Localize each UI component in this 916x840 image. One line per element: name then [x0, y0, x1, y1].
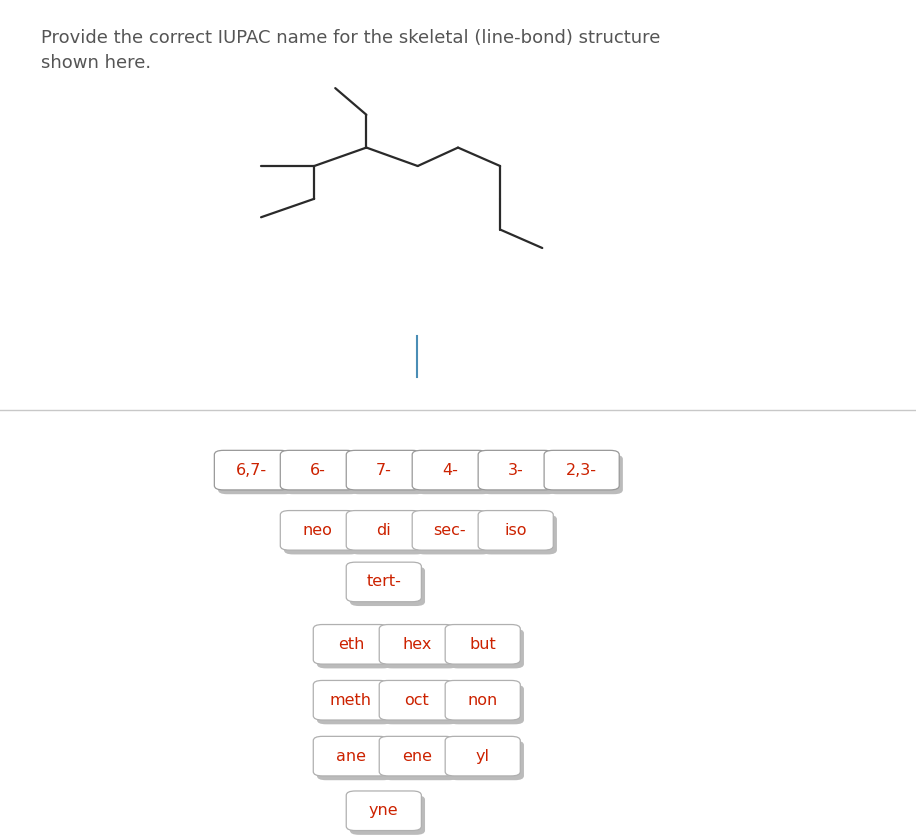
FancyBboxPatch shape: [350, 566, 425, 606]
FancyBboxPatch shape: [416, 515, 491, 554]
Text: ene: ene: [402, 748, 431, 764]
FancyBboxPatch shape: [449, 741, 524, 780]
FancyBboxPatch shape: [383, 741, 458, 780]
FancyBboxPatch shape: [548, 454, 623, 494]
FancyBboxPatch shape: [412, 511, 487, 550]
Text: yl: yl: [475, 748, 490, 764]
FancyBboxPatch shape: [449, 629, 524, 669]
FancyBboxPatch shape: [350, 454, 425, 494]
Text: neo: neo: [303, 522, 333, 538]
Text: ane: ane: [336, 748, 365, 764]
FancyBboxPatch shape: [280, 450, 355, 490]
FancyBboxPatch shape: [317, 685, 392, 724]
FancyBboxPatch shape: [280, 511, 355, 550]
Text: tert-: tert-: [366, 575, 401, 590]
FancyBboxPatch shape: [478, 450, 553, 490]
Text: 3-: 3-: [507, 463, 524, 478]
FancyBboxPatch shape: [317, 741, 392, 780]
FancyBboxPatch shape: [284, 515, 359, 554]
FancyBboxPatch shape: [544, 450, 619, 490]
FancyBboxPatch shape: [482, 454, 557, 494]
FancyBboxPatch shape: [214, 450, 289, 490]
Text: hex: hex: [402, 637, 431, 652]
FancyBboxPatch shape: [379, 680, 454, 720]
Text: di: di: [376, 522, 391, 538]
Text: eth: eth: [338, 637, 364, 652]
FancyBboxPatch shape: [317, 629, 392, 669]
Text: non: non: [467, 693, 498, 708]
FancyBboxPatch shape: [449, 685, 524, 724]
Text: iso: iso: [505, 522, 527, 538]
FancyBboxPatch shape: [445, 737, 520, 776]
Text: oct: oct: [404, 693, 430, 708]
FancyBboxPatch shape: [350, 795, 425, 835]
Text: 6-: 6-: [310, 463, 326, 478]
FancyBboxPatch shape: [346, 450, 421, 490]
FancyBboxPatch shape: [313, 737, 388, 776]
Text: sec-: sec-: [433, 522, 466, 538]
FancyBboxPatch shape: [346, 791, 421, 831]
FancyBboxPatch shape: [346, 511, 421, 550]
FancyBboxPatch shape: [218, 454, 293, 494]
FancyBboxPatch shape: [482, 515, 557, 554]
Text: 2,3-: 2,3-: [566, 463, 597, 478]
FancyBboxPatch shape: [445, 680, 520, 720]
FancyBboxPatch shape: [346, 562, 421, 601]
Text: Provide the correct IUPAC name for the skeletal (line-bond) structure
shown here: Provide the correct IUPAC name for the s…: [41, 29, 660, 72]
FancyBboxPatch shape: [379, 624, 454, 664]
FancyBboxPatch shape: [383, 629, 458, 669]
FancyBboxPatch shape: [445, 624, 520, 664]
Text: meth: meth: [330, 693, 372, 708]
Text: 6,7-: 6,7-: [236, 463, 267, 478]
FancyBboxPatch shape: [350, 515, 425, 554]
FancyBboxPatch shape: [383, 685, 458, 724]
FancyBboxPatch shape: [313, 624, 388, 664]
FancyBboxPatch shape: [379, 737, 454, 776]
FancyBboxPatch shape: [313, 680, 388, 720]
Text: 7-: 7-: [376, 463, 392, 478]
Text: but: but: [469, 637, 496, 652]
Text: yne: yne: [369, 803, 398, 818]
FancyBboxPatch shape: [284, 454, 359, 494]
Text: 4-: 4-: [442, 463, 458, 478]
FancyBboxPatch shape: [478, 511, 553, 550]
FancyBboxPatch shape: [416, 454, 491, 494]
FancyBboxPatch shape: [412, 450, 487, 490]
